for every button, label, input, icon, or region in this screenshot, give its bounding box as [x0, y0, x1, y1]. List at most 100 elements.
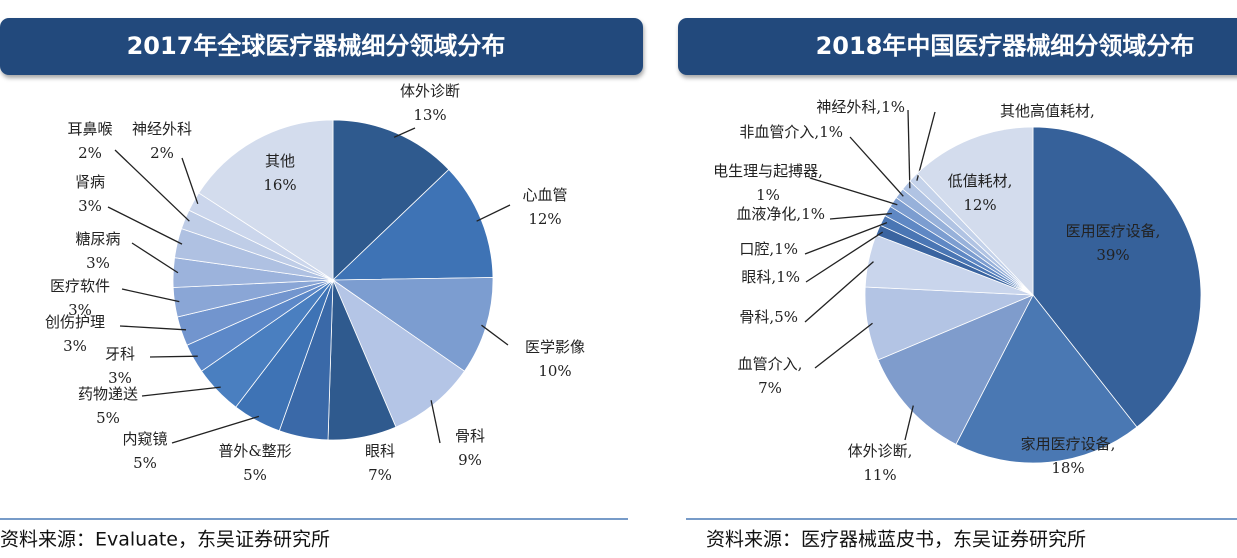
- value-label: 39%: [1096, 246, 1129, 264]
- pie-slice: [955, 294, 1138, 464]
- leader-line: [393, 127, 416, 138]
- slice-label: 神经外科,1%: [816, 98, 905, 116]
- slice-label: 非血管介入,1%: [739, 123, 843, 141]
- leader-line: [171, 415, 260, 444]
- slice-label: 血管介入,: [738, 355, 803, 373]
- value-label: 1%: [776, 268, 800, 286]
- slice-label: 眼科,1%: [741, 268, 800, 286]
- value-label: 10%: [538, 362, 571, 380]
- leader-line: [904, 405, 914, 441]
- leader-line: [481, 324, 509, 346]
- value-label: 5%: [774, 308, 798, 326]
- slice-label: 体外诊断: [400, 82, 460, 100]
- slice-label: 医疗软件: [50, 277, 110, 295]
- slice-label: 骨科: [455, 427, 485, 445]
- leader-line: [809, 177, 898, 206]
- value-label: 3%: [78, 197, 102, 215]
- leader-line: [849, 136, 904, 197]
- value-label: 7%: [758, 379, 782, 397]
- leader-line: [907, 109, 911, 189]
- value-label: 3%: [63, 337, 87, 355]
- leader-line: [430, 400, 441, 444]
- value-label: 3%: [68, 301, 92, 319]
- header-panel: [678, 18, 1237, 75]
- chart-title: 2018年中国医疗器械细分领域分布: [816, 32, 1195, 60]
- source-note: 资料来源：Evaluate，东吴证券研究所: [0, 529, 330, 551]
- slice-label: 眼科: [365, 442, 395, 460]
- leader-line: [114, 149, 190, 222]
- value-label: 5%: [96, 409, 120, 427]
- slice-label: 骨科,5%: [739, 308, 798, 326]
- value-label: 18%: [1051, 459, 1084, 477]
- leader-line: [805, 231, 884, 283]
- leader-line: [916, 111, 936, 181]
- pie-slice: [1032, 126, 1202, 428]
- pie-slice: [198, 119, 334, 281]
- leader-line: [181, 157, 199, 205]
- slice-name: 眼科,: [741, 268, 776, 286]
- leader-line: [121, 288, 180, 303]
- value-label: 13%: [413, 106, 446, 124]
- slice-label: 体外诊断,: [848, 442, 913, 460]
- slice-name: 口腔,: [739, 240, 774, 258]
- leader-line: [829, 212, 892, 220]
- slice-label: 心血管: [522, 186, 567, 204]
- header-panel: [0, 18, 643, 75]
- pie-slice: [332, 278, 466, 428]
- slice-label: 药物递送: [78, 385, 138, 403]
- source-note: 资料来源：医疗器械蓝皮书，东吴证券研究所: [706, 529, 1086, 551]
- slice-label: 耳鼻喉: [67, 120, 112, 138]
- slice-label: 神经外科: [132, 120, 192, 138]
- slice-label: 口腔,1%: [739, 240, 798, 258]
- leader-line: [476, 204, 511, 222]
- value-label: 1%: [756, 186, 780, 204]
- leader-line: [804, 261, 874, 323]
- slice-name: 神经外科,: [816, 98, 881, 116]
- slice-label: 糖尿病: [75, 230, 120, 248]
- slice-label: 内窥镜: [122, 430, 167, 448]
- value-label: 3%: [86, 254, 110, 272]
- value-label: 1%: [801, 205, 825, 223]
- slice-label: 肾病: [75, 173, 105, 191]
- slice-label: 血液净化,1%: [736, 205, 825, 223]
- value-label: 5%: [243, 466, 267, 484]
- value-label: 1%: [774, 240, 798, 258]
- pie-slice: [332, 119, 450, 281]
- slice-label: 低值耗材,: [948, 172, 1013, 190]
- slice-label: 家用医疗设备,: [1021, 435, 1116, 453]
- leader-line: [141, 386, 221, 397]
- value-label: 2%: [150, 144, 174, 162]
- value-label: 1%: [819, 123, 843, 141]
- value-label: 3%: [108, 369, 132, 387]
- slice-label: 牙科: [105, 345, 135, 363]
- leader-line: [804, 222, 888, 255]
- value-label: 9%: [458, 451, 482, 469]
- slice-label: 其他: [265, 152, 295, 170]
- leader-line: [814, 322, 873, 369]
- slice-name: 非血管介入,: [739, 123, 819, 141]
- value-label: 7%: [368, 466, 392, 484]
- leader-line: [107, 206, 183, 245]
- slice-name: 骨科,: [739, 308, 774, 326]
- slice-label: 创伤护理: [45, 313, 105, 331]
- pie-slice: [877, 294, 1034, 445]
- value-label: 12%: [528, 210, 561, 228]
- value-label: 1%: [881, 98, 905, 116]
- slice-label: 普外&整形: [218, 442, 291, 460]
- leader-line: [119, 325, 187, 331]
- value-label: 2%: [78, 144, 102, 162]
- leader-line: [131, 242, 179, 274]
- slice-name: 血液净化,: [736, 205, 801, 223]
- slice-label: 其他高值耗材,: [1000, 102, 1095, 120]
- value-label: 16%: [263, 176, 296, 194]
- chart-title: 2017年全球医疗器械细分领域分布: [127, 32, 506, 60]
- slice-label: 医用医疗设备,: [1066, 222, 1161, 240]
- value-label: 12%: [963, 196, 996, 214]
- slice-label: 电生理与起搏器,: [713, 162, 823, 180]
- value-label: 11%: [863, 466, 896, 484]
- pie-slice: [916, 126, 1034, 296]
- pie-slice: [331, 277, 494, 372]
- leader-line: [149, 355, 198, 358]
- slice-label: 医学影像: [525, 338, 585, 356]
